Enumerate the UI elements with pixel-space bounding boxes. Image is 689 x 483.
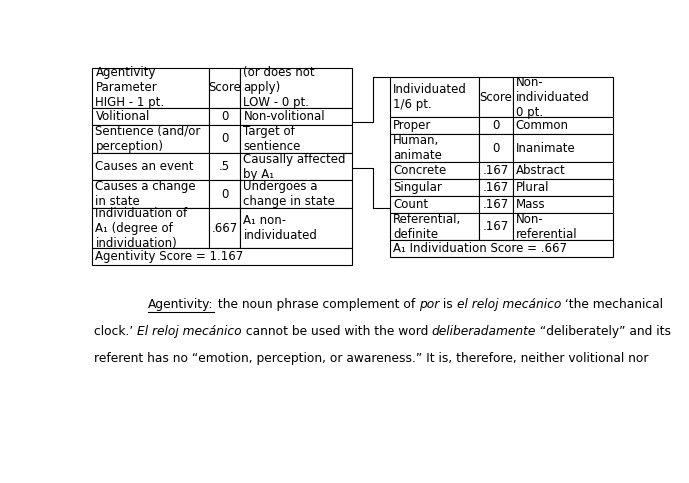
Text: Count: Count: [393, 198, 428, 211]
Bar: [480, 162, 513, 179]
Text: clock.’: clock.’: [94, 325, 137, 338]
Text: A₁ non-
individuated: A₁ non- individuated: [243, 214, 318, 242]
Text: Human,
animate: Human, animate: [393, 134, 442, 162]
Bar: [240, 180, 352, 208]
Text: cannot be used with the word: cannot be used with the word: [242, 325, 432, 338]
Text: the noun phrase complement of: the noun phrase complement of: [214, 298, 419, 311]
Bar: [92, 248, 352, 265]
Bar: [240, 108, 352, 125]
Bar: [209, 180, 240, 208]
Text: Mass: Mass: [516, 198, 546, 211]
Bar: [480, 134, 513, 162]
Bar: [480, 213, 513, 241]
Bar: [480, 117, 513, 134]
Text: Target of
sentience: Target of sentience: [243, 125, 301, 153]
Text: Non-
individuated
0 pt.: Non- individuated 0 pt.: [516, 76, 590, 119]
Bar: [240, 153, 352, 180]
Bar: [513, 179, 613, 196]
Text: Plural: Plural: [516, 181, 549, 194]
Text: El reloj mecánico: El reloj mecánico: [137, 325, 242, 338]
Text: Volitional: Volitional: [95, 110, 150, 123]
Bar: [209, 153, 240, 180]
Text: A₁ Individuation Score = .667: A₁ Individuation Score = .667: [393, 242, 567, 256]
Text: referent has no “emotion, perception, or awareness.” It is, therefore, neither v: referent has no “emotion, perception, or…: [94, 352, 648, 365]
Text: Abstract: Abstract: [516, 164, 566, 177]
Bar: [390, 241, 613, 257]
Text: .167: .167: [483, 164, 509, 177]
Text: Non-
referential: Non- referential: [516, 213, 577, 241]
Text: “deliberately” and its: “deliberately” and its: [536, 325, 671, 338]
Text: el reloj mecánico: el reloj mecánico: [457, 298, 561, 311]
Text: Sentience (and/or
perception): Sentience (and/or perception): [95, 125, 200, 153]
Bar: [92, 68, 209, 108]
Text: Causes an event: Causes an event: [95, 160, 194, 173]
Text: .167: .167: [483, 220, 509, 233]
Bar: [513, 117, 613, 134]
Bar: [92, 208, 209, 248]
Bar: [92, 108, 209, 125]
Text: Causally affected
by A₁: Causally affected by A₁: [243, 153, 346, 181]
Text: por: por: [419, 298, 439, 311]
Bar: [513, 162, 613, 179]
Text: Causes a change
in state: Causes a change in state: [95, 180, 196, 208]
Bar: [390, 134, 480, 162]
Text: 0: 0: [492, 142, 500, 155]
Text: is: is: [439, 298, 457, 311]
Bar: [209, 68, 240, 108]
Bar: [240, 125, 352, 153]
Text: Proper: Proper: [393, 119, 431, 132]
Text: Individuation of
A₁ (degree of
individuation): Individuation of A₁ (degree of individua…: [95, 207, 187, 250]
Bar: [240, 208, 352, 248]
Bar: [240, 68, 352, 108]
Bar: [390, 179, 480, 196]
Text: Agentivity Score = 1.167: Agentivity Score = 1.167: [95, 250, 244, 263]
Text: Common: Common: [516, 119, 569, 132]
Bar: [209, 208, 240, 248]
Bar: [92, 153, 209, 180]
Text: Agentivity:: Agentivity:: [148, 298, 214, 311]
Bar: [480, 179, 513, 196]
Text: .5: .5: [219, 160, 230, 173]
Bar: [390, 162, 480, 179]
Bar: [209, 108, 240, 125]
Text: Referential,
definite: Referential, definite: [393, 213, 461, 241]
Bar: [92, 180, 209, 208]
Text: Undergoes a
change in state: Undergoes a change in state: [243, 180, 336, 208]
Text: Non-volitional: Non-volitional: [243, 110, 325, 123]
Text: .167: .167: [483, 198, 509, 211]
Bar: [390, 117, 480, 134]
Text: Singular: Singular: [393, 181, 442, 194]
Text: Score: Score: [208, 82, 241, 95]
Text: ‘the mechanical: ‘the mechanical: [561, 298, 663, 311]
Text: .667: .667: [212, 222, 238, 235]
Text: Agentivity
Parameter
HIGH - 1 pt.: Agentivity Parameter HIGH - 1 pt.: [95, 67, 165, 110]
Bar: [390, 196, 480, 213]
Bar: [480, 77, 513, 117]
Text: 0: 0: [221, 188, 229, 201]
Bar: [480, 196, 513, 213]
Text: (or does not
apply)
LOW - 0 pt.: (or does not apply) LOW - 0 pt.: [243, 67, 315, 110]
Text: 0: 0: [492, 119, 500, 132]
Bar: [390, 77, 480, 117]
Text: Score: Score: [480, 91, 513, 104]
Text: deliberadamente: deliberadamente: [432, 325, 536, 338]
Bar: [513, 213, 613, 241]
Bar: [92, 125, 209, 153]
Text: 0: 0: [221, 110, 229, 123]
Bar: [513, 134, 613, 162]
Text: .167: .167: [483, 181, 509, 194]
Text: Individuated
1/6 pt.: Individuated 1/6 pt.: [393, 83, 467, 111]
Bar: [209, 125, 240, 153]
Text: 0: 0: [221, 132, 229, 145]
Bar: [513, 196, 613, 213]
Bar: [390, 213, 480, 241]
Bar: [513, 77, 613, 117]
Text: Concrete: Concrete: [393, 164, 446, 177]
Text: Inanimate: Inanimate: [516, 142, 575, 155]
